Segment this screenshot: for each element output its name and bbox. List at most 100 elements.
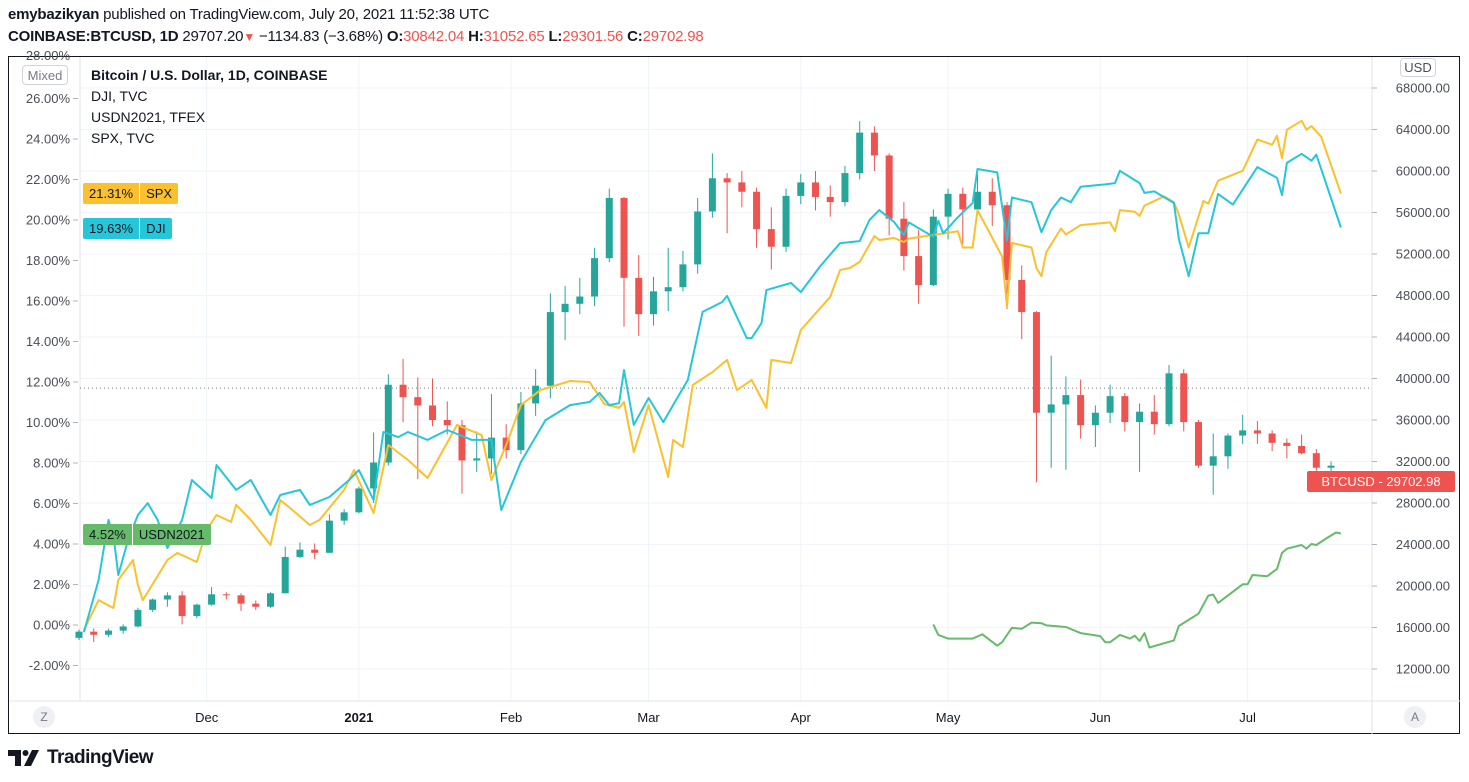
- time-axis-label: Apr: [791, 710, 812, 725]
- auto-scale-button[interactable]: A: [1404, 706, 1426, 728]
- candle-body: [1047, 404, 1055, 413]
- candle-body: [384, 384, 392, 463]
- candle-body: [782, 195, 790, 247]
- candle-body: [605, 197, 613, 259]
- right-axis-tick-label: 36000.00: [1396, 413, 1450, 428]
- published-text: published on TradingView.com, July 20, 2…: [103, 6, 490, 23]
- candle-body: [1032, 312, 1040, 413]
- candle-body: [104, 630, 112, 635]
- candle-body: [1003, 205, 1011, 280]
- time-axis-label: May: [936, 710, 961, 725]
- candle-body: [974, 191, 982, 210]
- right-axis-tick-label: 64000.00: [1396, 122, 1450, 137]
- candle-body: [1283, 442, 1291, 446]
- candle-body: [399, 384, 407, 398]
- right-axis-tick-label: 16000.00: [1396, 620, 1450, 635]
- right-axis-tick-label: 48000.00: [1396, 288, 1450, 303]
- candle-body: [1150, 411, 1158, 425]
- candle-body: [414, 397, 422, 406]
- candle-body: [237, 595, 245, 604]
- candle-body: [959, 193, 967, 210]
- left-axis-tick-label: 18.00%: [26, 253, 71, 268]
- candle-body: [134, 609, 142, 627]
- candle-body: [944, 193, 952, 217]
- candle-body: [266, 593, 274, 607]
- candle-body: [296, 549, 304, 557]
- left-axis-tick-label: 14.00%: [26, 334, 71, 349]
- close-label: C:: [627, 28, 643, 45]
- legend-dji[interactable]: DJI, TVC: [91, 88, 148, 104]
- candle-body: [340, 512, 348, 521]
- candle-body: [1121, 396, 1129, 423]
- author[interactable]: emybazikyan: [8, 6, 100, 23]
- right-axis-tick-label: 32000.00: [1396, 454, 1450, 469]
- left-axis-tick-label: 4.00%: [33, 537, 70, 552]
- candle-body: [458, 425, 466, 461]
- candle-body: [723, 178, 731, 183]
- dji-badge: 19.63% DJI: [83, 218, 172, 239]
- candle-body: [178, 595, 186, 617]
- left-axis-tick-label: 10.00%: [26, 415, 71, 430]
- last-price: 29707.20: [182, 28, 244, 45]
- candle-body: [517, 403, 525, 451]
- usdn-badge-value: 4.52%: [89, 527, 126, 542]
- candle-body: [708, 178, 716, 212]
- spx-badge-value: 21.31%: [89, 186, 134, 201]
- candle-body: [1224, 435, 1232, 457]
- candle-body: [1253, 430, 1261, 434]
- publish-info: emybazikyan published on TradingView.com…: [8, 6, 489, 23]
- candle-body: [311, 549, 319, 553]
- candle-body: [826, 196, 834, 203]
- price-change: −1134.83 (−3.68%): [258, 28, 383, 45]
- candle-body: [856, 132, 864, 174]
- right-axis-tick-label: 40000.00: [1396, 371, 1450, 386]
- candle-body: [797, 182, 805, 196]
- candle-body: [75, 631, 83, 638]
- candle-body: [664, 287, 672, 292]
- candle-body: [149, 599, 157, 610]
- left-axis-tick-label: 6.00%: [33, 496, 70, 511]
- time-axis-label: Mar: [637, 710, 660, 725]
- tradingview-logo[interactable]: TradingView: [8, 747, 154, 769]
- candle-body: [620, 197, 628, 278]
- candle-body: [694, 211, 702, 265]
- candle-body: [325, 520, 333, 553]
- candle-body: [870, 132, 878, 156]
- legend-main-series[interactable]: Bitcoin / U.S. Dollar, 1D, COINBASE: [91, 67, 328, 83]
- usdn2021-line: [932, 531, 1342, 649]
- candle-body: [222, 594, 230, 596]
- candle-body: [1298, 445, 1306, 454]
- time-axis-label: Feb: [500, 710, 522, 725]
- candle-body: [635, 277, 643, 315]
- dji-badge-name: DJI: [139, 218, 172, 239]
- currency-button[interactable]: USD: [1400, 58, 1436, 77]
- legend-spx[interactable]: SPX, TVC: [91, 130, 155, 146]
- chart-pane[interactable]: [8, 56, 1460, 734]
- candle-body: [1209, 456, 1217, 466]
- symbol: COINBASE:BTCUSD, 1D: [8, 28, 179, 45]
- scale-mode-button[interactable]: Mixed: [22, 65, 68, 85]
- candle-body: [679, 264, 687, 288]
- left-axis-tick-label: -2.00%: [29, 658, 71, 673]
- candle-body: [370, 462, 378, 489]
- candle-body: [429, 405, 437, 420]
- right-axis-tick-label: 44000.00: [1396, 330, 1450, 345]
- candle-body: [1268, 433, 1276, 443]
- candle-body: [281, 556, 289, 594]
- brand-name: TradingView: [47, 747, 154, 768]
- candle-body: [443, 420, 451, 426]
- candle-body: [90, 631, 98, 635]
- candle-body: [487, 437, 495, 459]
- candle-body: [546, 312, 554, 386]
- left-axis-tick-label: 12.00%: [26, 375, 71, 390]
- right-axis-tick-label: 68000.00: [1396, 81, 1450, 96]
- time-axis-label: Dec: [195, 710, 219, 725]
- high-label: H:: [468, 28, 484, 45]
- btc-price-badge: BTCUSD - 29702.98: [1307, 471, 1455, 492]
- candle-body: [1136, 411, 1144, 423]
- candle-body: [1327, 465, 1335, 468]
- zoom-reset-button[interactable]: Z: [33, 706, 55, 728]
- legend-usdn2021[interactable]: USDN2021, TFEX: [91, 109, 206, 125]
- candle-body: [841, 173, 849, 203]
